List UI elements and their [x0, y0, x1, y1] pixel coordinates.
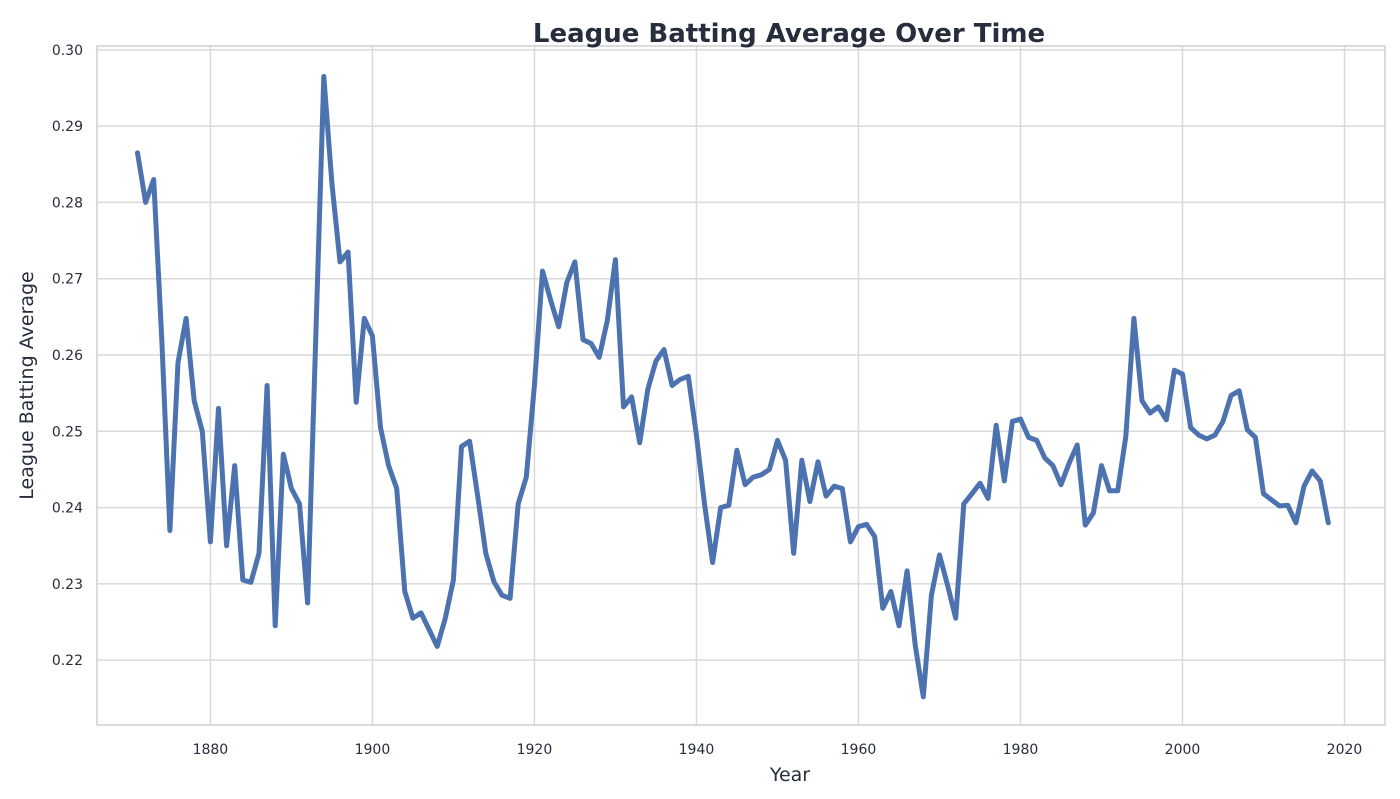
x-tick-labels: 1880 1900 1920 1940 1960 1980 2000 2020 — [193, 742, 1363, 758]
y-tick-label: 0.26 — [52, 348, 83, 364]
y-tick-label: 0.27 — [52, 272, 83, 288]
gridlines — [97, 46, 1385, 725]
y-tick-label: 0.30 — [52, 43, 83, 59]
x-tick-label: 2020 — [1327, 742, 1363, 758]
x-axis-label: Year — [769, 764, 810, 786]
y-tick-label: 0.29 — [52, 119, 83, 135]
x-tick-label: 1880 — [193, 742, 229, 758]
y-tick-label: 0.25 — [52, 424, 83, 440]
y-tick-label: 0.24 — [52, 501, 83, 517]
plot-frame — [96, 45, 1386, 726]
y-axis-label: League Batting Average — [16, 271, 38, 499]
y-tick-label: 0.22 — [52, 653, 83, 669]
y-tick-label: 0.28 — [52, 195, 83, 211]
y-tick-labels: 0.22 0.23 0.24 0.25 0.26 0.27 0.28 0.29 0.30 — [52, 43, 83, 669]
x-tick-label: 1940 — [679, 742, 715, 758]
series-line — [135, 74, 1331, 700]
x-tick-label: 1920 — [517, 742, 553, 758]
series-layer — [135, 74, 1331, 700]
x-tick-label: 1900 — [355, 742, 391, 758]
y-tick-label: 0.23 — [52, 577, 83, 593]
chart-title: League Batting Average Over Time — [533, 19, 1045, 49]
x-tick-label: 1960 — [841, 742, 877, 758]
x-tick-label: 2000 — [1165, 742, 1201, 758]
x-tick-label: 1980 — [1003, 742, 1039, 758]
